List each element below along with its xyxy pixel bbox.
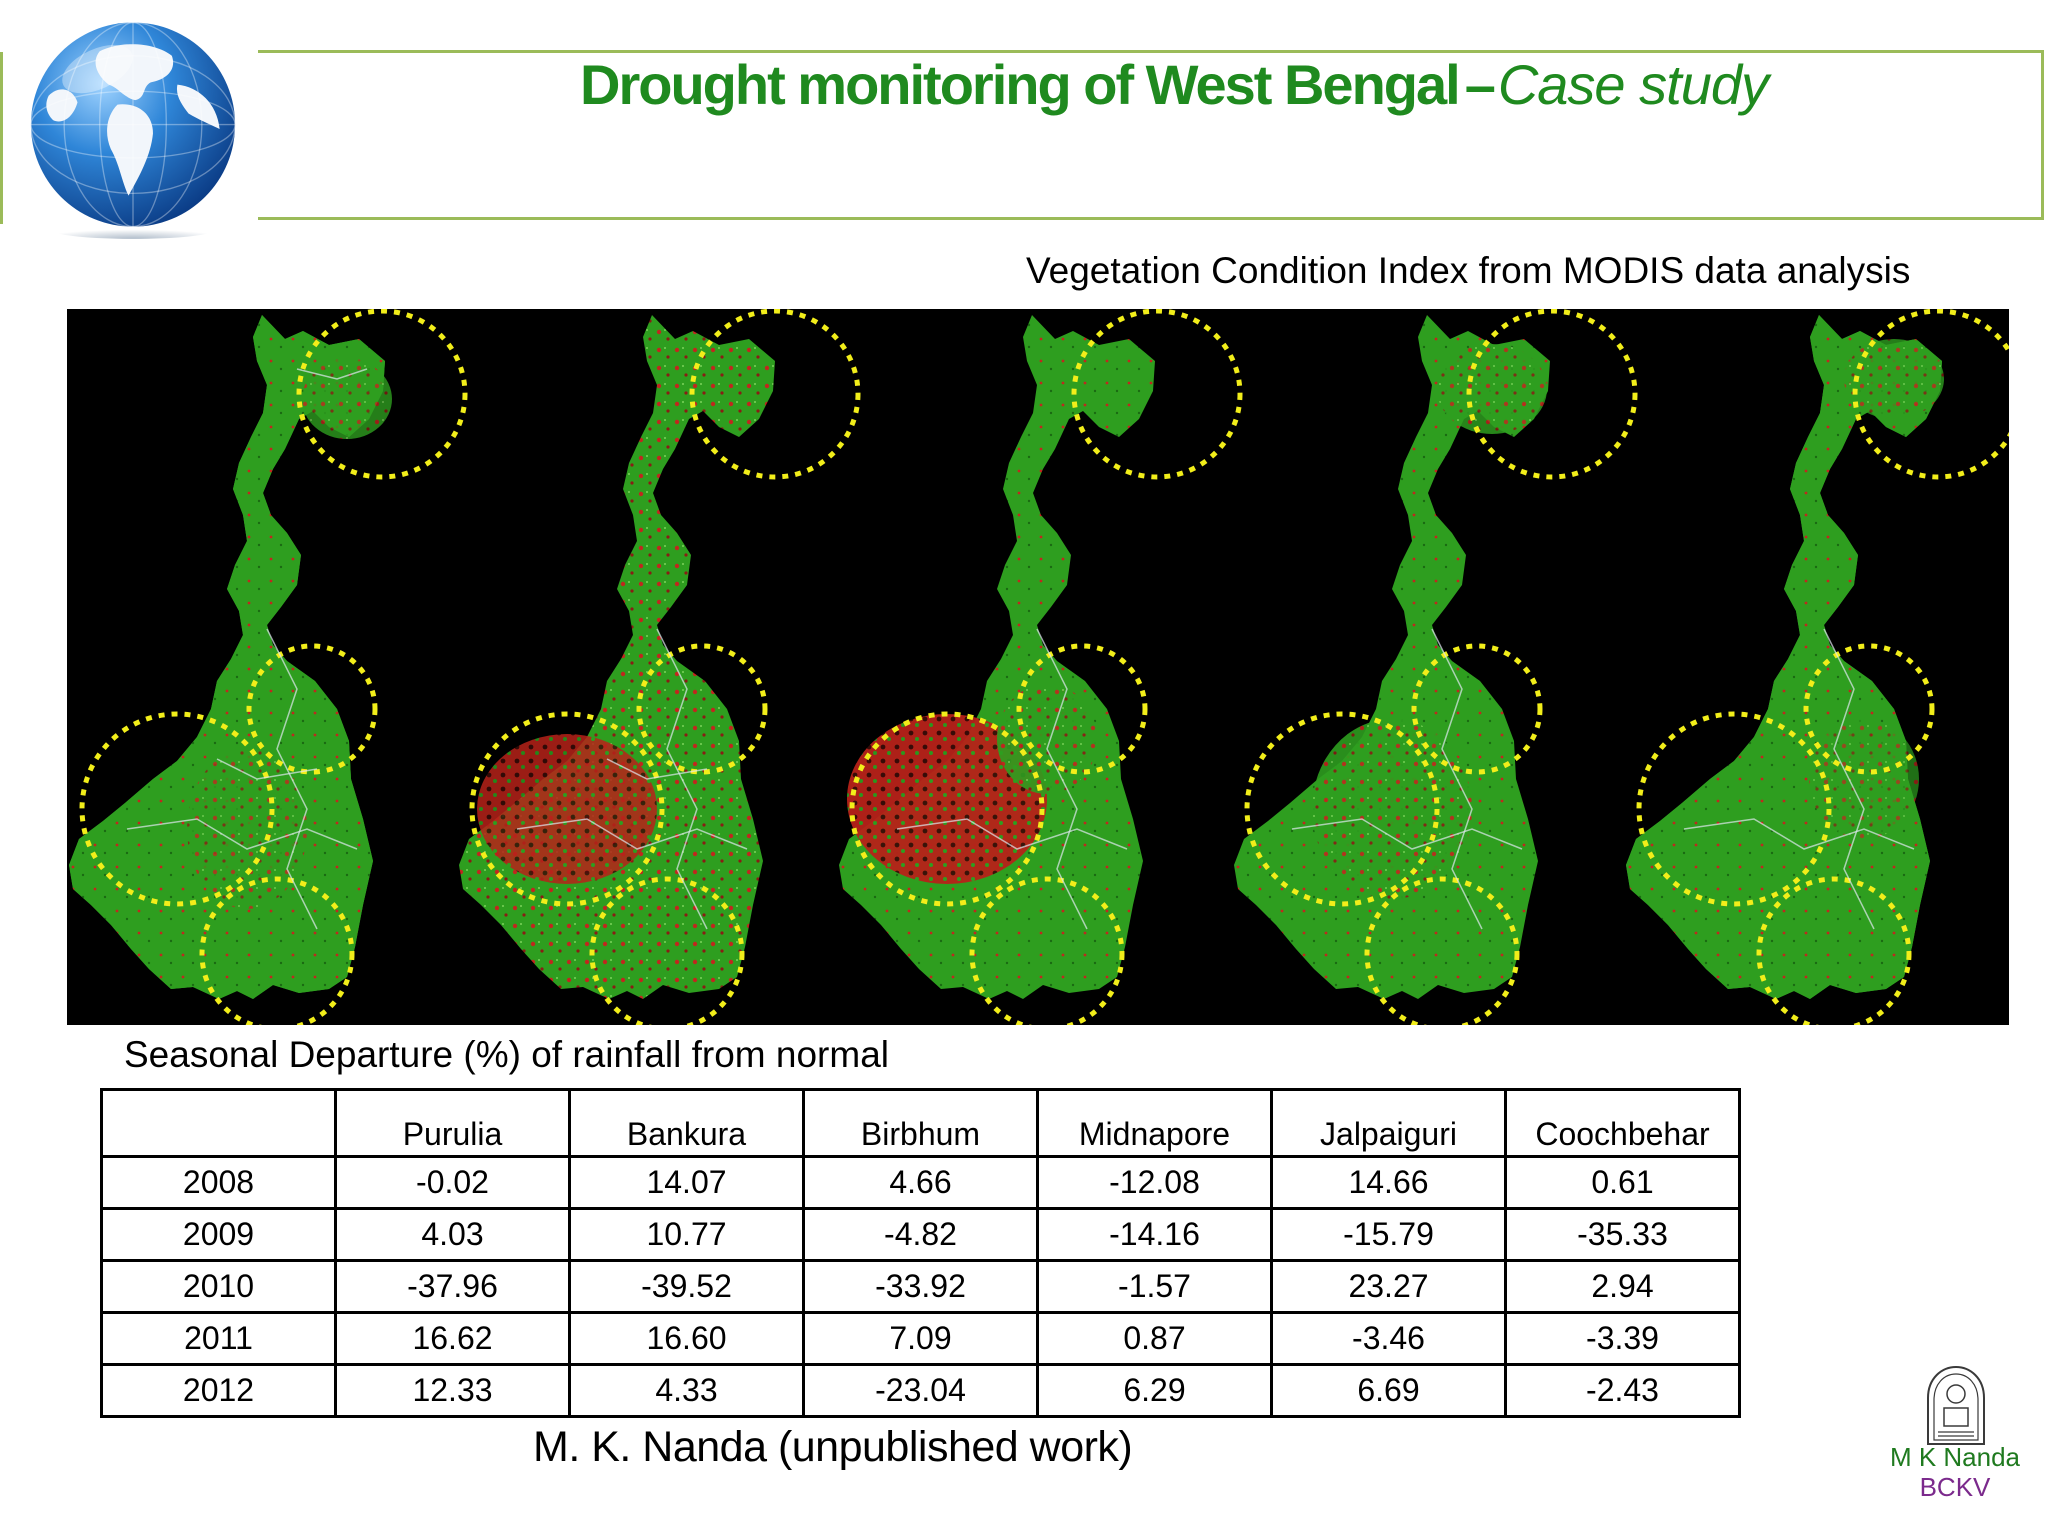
vci-map-2010 xyxy=(839,309,1243,1025)
table-cell: 2010 xyxy=(100,1259,337,1314)
title-italic: Case study xyxy=(1497,53,1769,116)
column-header: Jalpaiguri xyxy=(1270,1088,1507,1158)
table-cell: -37.96 xyxy=(334,1259,571,1314)
table-cell: -35.33 xyxy=(1504,1207,1741,1262)
vci-map-2008 xyxy=(69,309,468,1025)
table-caption: Seasonal Departure (%) of rainfall from … xyxy=(124,1034,889,1075)
table-cell: 7.09 xyxy=(802,1311,1039,1366)
vci-map-2012 xyxy=(1626,309,2009,1025)
column-header: Midnapore xyxy=(1036,1088,1273,1158)
table-cell: 4.66 xyxy=(802,1155,1039,1210)
author-name: M K Nanda xyxy=(1889,1442,2021,1472)
table-cell: -33.92 xyxy=(802,1259,1039,1314)
map-caption: Vegetation Condition Index from MODIS da… xyxy=(1026,250,1911,291)
table-cell: -12.08 xyxy=(1036,1155,1273,1210)
table-row: 2012 12.33 4.33 -23.04 6.29 6.69 -2.43 xyxy=(100,1363,1741,1418)
table-cell: -2.43 xyxy=(1504,1363,1741,1418)
table-cell: 0.61 xyxy=(1504,1155,1741,1210)
table-cell: 0.87 xyxy=(1036,1311,1273,1366)
title-main: Drought monitoring of West Bengal xyxy=(580,53,1461,116)
vci-map-2011 xyxy=(1234,309,1638,1025)
table-row: 2008 -0.02 14.07 4.66 -12.08 14.66 0.61 xyxy=(100,1155,1741,1210)
table-cell: 4.03 xyxy=(334,1207,571,1262)
column-header: Birbhum xyxy=(802,1088,1039,1158)
table-cell: 16.60 xyxy=(568,1311,805,1366)
table-cell: 6.29 xyxy=(1036,1363,1273,1418)
table-cell: 14.07 xyxy=(568,1155,805,1210)
table-cell: 6.69 xyxy=(1270,1363,1507,1418)
table-cell: 23.27 xyxy=(1270,1259,1507,1314)
table-cell: 2011 xyxy=(100,1311,337,1366)
table-cell: -23.04 xyxy=(802,1363,1039,1418)
table-cell: 12.33 xyxy=(334,1363,571,1418)
table-header-row: Purulia Bankura Birbhum Midnapore Jalpai… xyxy=(100,1088,1741,1158)
institution-name: BCKV xyxy=(1919,1472,1991,1502)
left-accent-bar xyxy=(0,52,3,224)
title-dash: – xyxy=(1464,53,1496,116)
table-cell: 2012 xyxy=(100,1363,337,1418)
table-cell: -3.39 xyxy=(1504,1311,1741,1366)
bckv-seal-icon xyxy=(1927,1365,1985,1445)
table-cell: 16.62 xyxy=(334,1311,571,1366)
table-cell: -1.57 xyxy=(1036,1259,1273,1314)
table-cell: 2008 xyxy=(100,1155,337,1210)
globe-icon xyxy=(30,21,236,239)
table-cell: -15.79 xyxy=(1270,1207,1507,1262)
table-cell: -14.16 xyxy=(1036,1207,1273,1262)
work-credit: M. K. Nanda (unpublished work) xyxy=(533,1423,1133,1471)
table-cell: -3.46 xyxy=(1270,1311,1507,1366)
column-header: Purulia xyxy=(334,1088,571,1158)
table-row: 2011 16.62 16.60 7.09 0.87 -3.46 -3.39 xyxy=(100,1311,1741,1366)
table-cell: 14.66 xyxy=(1270,1155,1507,1210)
column-header: Bankura xyxy=(568,1088,805,1158)
rainfall-departure-table: Purulia Bankura Birbhum Midnapore Jalpai… xyxy=(100,1088,1741,1418)
table-cell: -39.52 xyxy=(568,1259,805,1314)
page-title: Drought monitoring of West Bengal –Case s… xyxy=(300,52,2048,117)
table-cell: 2009 xyxy=(100,1207,337,1262)
table-row: 2010 -37.96 -39.52 -33.92 -1.57 23.27 2.… xyxy=(100,1259,1741,1314)
table-cell: 2.94 xyxy=(1504,1259,1741,1314)
table-cell: 10.77 xyxy=(568,1207,805,1262)
vci-map-strip xyxy=(67,309,2009,1025)
table-cell: -4.82 xyxy=(802,1207,1039,1262)
column-header xyxy=(100,1088,337,1158)
table-cell: -0.02 xyxy=(334,1155,571,1210)
table-cell: 4.33 xyxy=(568,1363,805,1418)
title-frame xyxy=(258,50,2044,220)
column-header: Coochbehar xyxy=(1504,1088,1741,1158)
table-row: 2009 4.03 10.77 -4.82 -14.16 -15.79 -35.… xyxy=(100,1207,1741,1262)
vci-map-2009 xyxy=(459,309,861,1025)
